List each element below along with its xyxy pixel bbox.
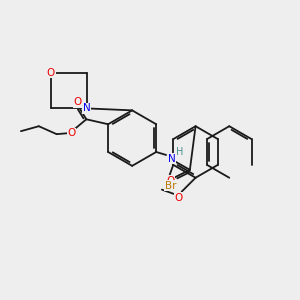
Text: Br: Br [164, 181, 176, 191]
Text: N: N [168, 154, 176, 164]
Text: O: O [47, 68, 55, 78]
Text: O: O [166, 176, 174, 186]
Text: O: O [175, 193, 183, 202]
Text: O: O [73, 98, 82, 107]
Text: O: O [68, 128, 76, 138]
Text: H: H [176, 147, 184, 157]
Text: N: N [83, 103, 91, 113]
